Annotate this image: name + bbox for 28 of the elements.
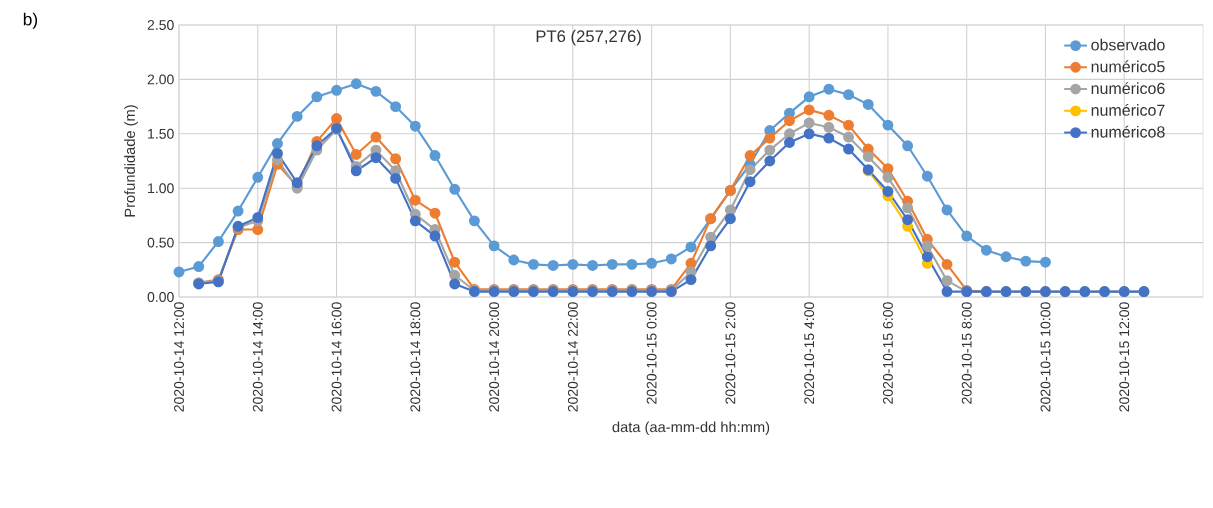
legend-label: numérico8	[1091, 125, 1165, 138]
x-tick-label: 2020-10-15 6:00	[882, 302, 893, 404]
y-tick-label: 2.00	[147, 74, 174, 85]
x-tick-label: 2020-10-15 2:00	[725, 302, 736, 404]
x-tick-label: 2020-10-14 14:00	[252, 302, 263, 412]
x-axis-title: data (aa-mm-dd hh:mm)	[612, 421, 770, 436]
y-tick-label: 0.50	[147, 237, 174, 248]
y-tick-label: 1.00	[148, 183, 174, 194]
x-tick-label: 2020-10-14 12:00	[174, 302, 184, 412]
legend-label: numérico5	[1091, 60, 1165, 73]
legend-label: observado	[1091, 38, 1165, 51]
legend-label: numérico7	[1091, 103, 1165, 116]
x-tick-label: 2020-10-15 12:00	[1119, 302, 1130, 412]
x-tick-label: 2020-10-15 10:00	[1040, 302, 1051, 412]
y-tick-label: 1.50	[148, 128, 174, 139]
y-tick-label: 2.50	[147, 20, 174, 30]
legend-label: numérico6	[1091, 82, 1165, 95]
y-axis-title: Profundidade (m)	[124, 105, 138, 217]
x-tick-label: 2020-10-14 16:00	[331, 302, 342, 412]
chart-title: PT6 (257,276)	[536, 29, 641, 46]
x-tick-label: 2020-10-15 4:00	[804, 302, 815, 404]
x-tick-label: 2020-10-14 22:00	[567, 302, 578, 412]
x-tick-label: 2020-10-14 20:00	[489, 302, 500, 412]
x-tick-label: 2020-10-14 18:00	[410, 302, 421, 412]
text: b)	[23, 12, 38, 29]
x-tick-label: 2020-10-15 0:00	[646, 302, 657, 404]
y-tick-label: 0.00	[147, 292, 174, 302]
x-tick-label: 2020-10-15 8:00	[961, 302, 972, 404]
